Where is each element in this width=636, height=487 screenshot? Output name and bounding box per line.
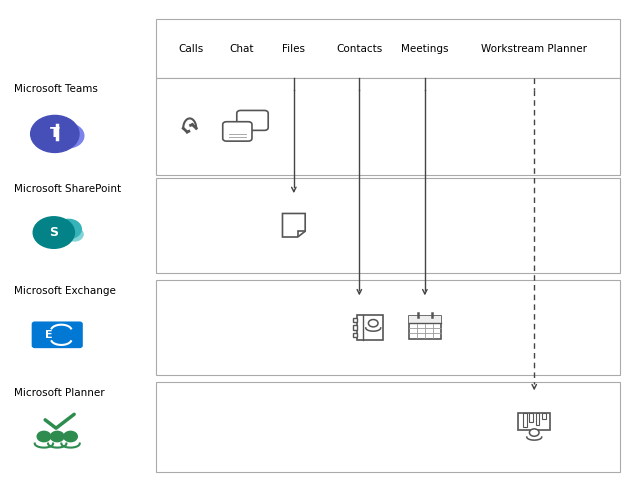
Circle shape [50,431,64,442]
Bar [357,315,384,340]
Bar [409,316,441,322]
Bar [156,178,620,273]
Text: S: S [50,226,59,239]
Bar [156,280,620,375]
Circle shape [33,217,74,248]
Bar [352,318,357,322]
Polygon shape [282,213,305,237]
Text: Contacts: Contacts [336,44,382,54]
Circle shape [529,429,539,436]
FancyBboxPatch shape [237,111,268,131]
Circle shape [56,219,81,239]
Text: Workstream Planner: Workstream Planner [481,44,587,54]
FancyBboxPatch shape [223,122,252,141]
Bar [156,78,620,175]
Bar [542,412,546,419]
Bar [518,412,550,430]
Text: Calls: Calls [178,44,204,54]
Circle shape [66,227,83,241]
Bar [156,382,620,472]
Circle shape [37,431,51,442]
Text: Microsoft Teams: Microsoft Teams [14,84,98,94]
Circle shape [64,431,78,442]
Text: Files: Files [282,44,305,54]
Bar [523,412,527,427]
Circle shape [52,124,84,148]
Bar [352,333,357,337]
Text: Microsoft Exchange: Microsoft Exchange [14,286,116,296]
Bar [536,412,539,425]
Bar [352,325,357,330]
Text: Meetings: Meetings [401,44,448,54]
Text: Microsoft SharePoint: Microsoft SharePoint [14,184,121,194]
Bar [529,412,533,422]
Text: E: E [45,330,53,340]
Text: Chat: Chat [230,44,254,54]
Bar [409,316,441,339]
Circle shape [31,115,79,152]
Text: Microsoft Planner: Microsoft Planner [14,388,104,398]
Circle shape [368,319,378,327]
Bar [156,19,620,78]
Text: T: T [50,126,60,140]
FancyBboxPatch shape [32,321,83,348]
